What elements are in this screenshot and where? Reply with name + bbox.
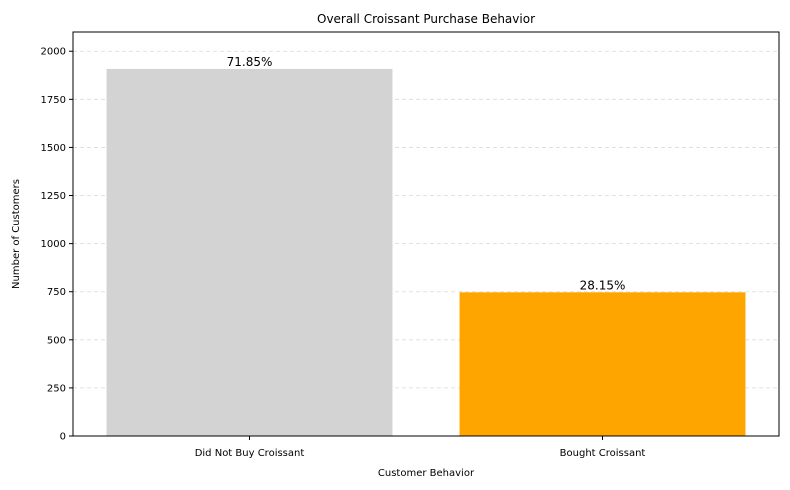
y-tick-label: 2000 (41, 47, 66, 58)
y-tick-label: 1750 (41, 95, 66, 106)
chart-title: Overall Croissant Purchase Behavior (317, 12, 535, 26)
y-axis-ticks: 0 250 500 750 1000 1250 1500 1750 2000 (41, 47, 73, 443)
y-tick-label: 1500 (41, 143, 66, 154)
x-axis-ticks: Did Not Buy Croissant Bought Croissant (195, 436, 646, 459)
bar (106, 68, 393, 437)
x-tick-label: Bought Croissant (560, 448, 646, 459)
y-tick-label: 1000 (41, 239, 66, 250)
bars (106, 68, 746, 437)
y-tick-label: 500 (47, 335, 66, 346)
x-tick-label: Did Not Buy Croissant (195, 448, 305, 459)
y-tick-label: 0 (60, 432, 66, 443)
bar-value-label: 71.85% (227, 55, 273, 69)
x-axis-title: Customer Behavior (378, 468, 475, 479)
plot-frame (72, 31, 780, 437)
y-tick-label: 1250 (41, 191, 66, 202)
bar-value-label: 28.15% (580, 278, 626, 292)
y-tick-label: 750 (47, 287, 66, 298)
y-tick-label: 250 (47, 383, 66, 394)
bar (459, 292, 746, 436)
data-labels: 71.85% 28.15% (227, 55, 626, 292)
y-axis-title: Number of Customers (11, 179, 22, 289)
